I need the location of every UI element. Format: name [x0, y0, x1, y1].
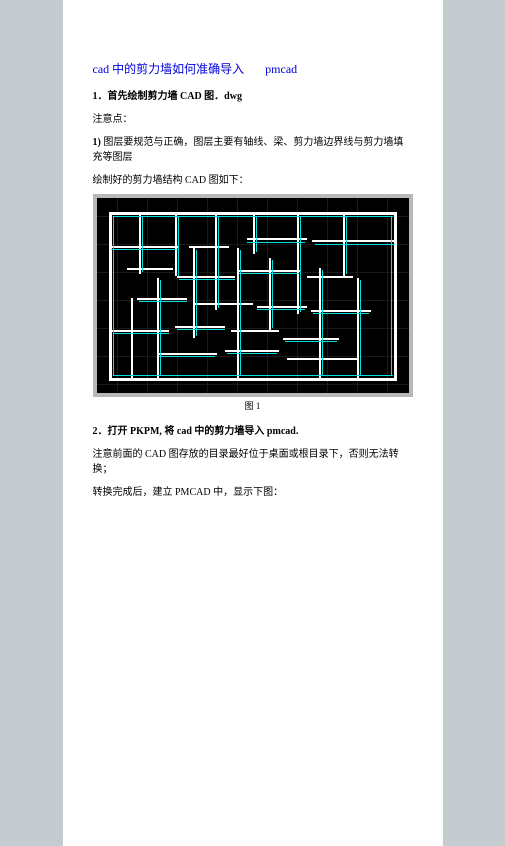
paragraph-7: 转换完成后，建立 PMCAD 中，显示下图：: [93, 483, 413, 498]
p5-number: 2．: [93, 426, 108, 437]
paragraph-5: 2．打开 PKPM, 将 cad 中的剪力墙导入 pmcad.: [93, 422, 413, 437]
paragraph-6: 注意前面的 CAD 图存放的目录最好位于桌面或根目录下，否则无法转换；: [93, 445, 413, 475]
title-part-b: pmcad: [265, 62, 297, 76]
paragraph-2: 注意点：: [93, 110, 413, 125]
p3-text: 图层要规范与正确，图层主要有轴线、梁、剪力墙边界线与剪力墙填充等图层: [93, 137, 404, 163]
p1-text: 首先绘制剪力墙 CAD 图．dwg: [108, 91, 242, 102]
title-part-a: cad 中的剪力墙如何准确导入: [93, 62, 245, 76]
article-title: cad 中的剪力墙如何准确导入 pmcad: [93, 60, 413, 77]
cad-floor-plan: [97, 198, 409, 393]
paragraph-4: 绘制好的剪力墙结构 CAD 图如下：: [93, 171, 413, 186]
p5-text: 打开 PKPM, 将 cad 中的剪力墙导入 pmcad.: [108, 426, 299, 437]
document-page: cad 中的剪力墙如何准确导入 pmcad 1．首先绘制剪力墙 CAD 图．dw…: [63, 0, 443, 846]
figure-2-placeholder: [93, 506, 413, 806]
p1-number: 1．: [93, 91, 108, 102]
figure-1-frame: [93, 194, 413, 397]
paragraph-3: 1) 图层要规范与正确，图层主要有轴线、梁、剪力墙边界线与剪力墙填充等图层: [93, 133, 413, 163]
paragraph-1: 1．首先绘制剪力墙 CAD 图．dwg: [93, 87, 413, 102]
figure-1-caption: 图 1: [93, 399, 413, 412]
p3-number: 1): [93, 137, 101, 148]
